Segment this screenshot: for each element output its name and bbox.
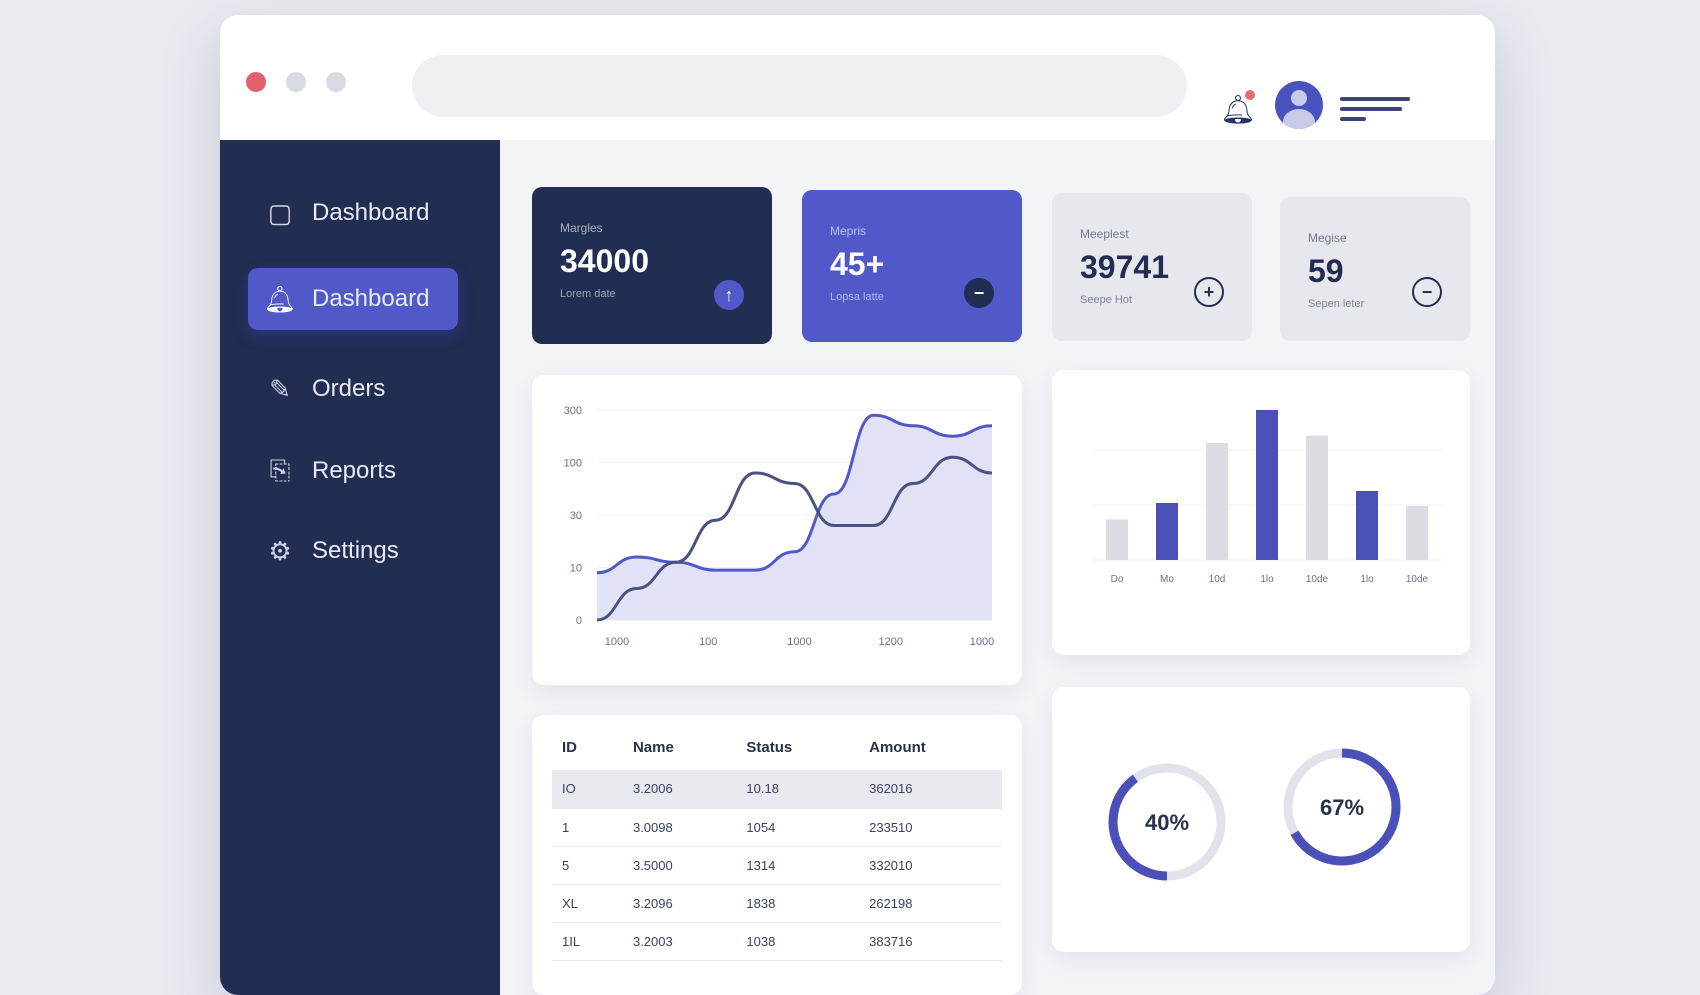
table-cell: 332010	[859, 846, 1002, 885]
table-cell: XL	[552, 884, 623, 923]
x-tick-label: 10de	[1406, 574, 1429, 585]
orders-table-panel: ID Name Status Amount IO 3.2006 10.18 362016 1 3.…	[532, 715, 1022, 995]
stat-card: Margles 34000 Lorem date ↑	[532, 187, 772, 344]
table-cell: 383716	[859, 922, 1002, 961]
column-header[interactable]: Name	[632, 739, 674, 756]
table-cell: 3.0098	[622, 808, 737, 847]
x-tick-label: Do	[1111, 574, 1124, 585]
plus-icon[interactable]: +	[1194, 277, 1224, 307]
table-cell: 3.2006	[622, 770, 737, 809]
table-row[interactable]: 1IL 3.2003 1038 383716	[552, 922, 1002, 961]
table-cell: 5	[552, 846, 623, 885]
y-tick-label: 0	[576, 615, 582, 627]
sidebar-item-dashboard-active[interactable]: 🔔︎ Dashboard	[248, 268, 458, 330]
table-cell: 3.2096	[622, 884, 737, 923]
column-header[interactable]: ID	[562, 739, 577, 756]
column-header[interactable]: Status	[746, 739, 793, 756]
x-tick-label: Mo	[1160, 574, 1174, 585]
series-line	[596, 413, 993, 575]
stat-card: Mepris 45+ Lopsa latte −	[802, 190, 1022, 342]
bar-chart: Do Mo 10d 1lo 10de 1lo 10de	[1092, 410, 1442, 585]
table-cell: 3.2003	[622, 922, 737, 961]
x-tick-label: 1200	[879, 636, 903, 648]
square-icon: ▢	[267, 197, 293, 228]
minus-icon[interactable]: −	[964, 278, 994, 308]
browser-window: 🔔︎ ▢ Dashboard 🔔︎ Dashboard ✎ Orders ⎘ Repor…	[220, 15, 1495, 995]
table-cell: IO	[552, 770, 623, 809]
sidebar-item-settings[interactable]: ⚙ Settings	[248, 520, 458, 582]
table-cell: 233510	[859, 808, 1002, 847]
sidebar-item-reports[interactable]: ⎘ Reports	[248, 440, 458, 502]
x-tick-label: 100	[699, 636, 717, 648]
report-icon: ⎘	[269, 455, 291, 485]
table-cell: 362016	[859, 770, 1002, 809]
gear-icon: ⚙	[268, 535, 292, 566]
stat-card: Meeplest 39741 Seepe Hot +	[1052, 193, 1252, 341]
x-tick-label: 1000	[970, 636, 994, 648]
table-cell: 1038	[736, 922, 860, 961]
x-tick-label: 10d	[1209, 574, 1226, 585]
donut-progress	[1108, 763, 1226, 881]
table-cell: 1838	[736, 884, 860, 923]
sidebar-item-dashboard[interactable]: ▢ Dashboard	[248, 182, 458, 244]
x-tick-label: 1000	[605, 636, 629, 648]
y-tick-label: 10	[570, 563, 582, 575]
minus-icon[interactable]: −	[1412, 277, 1442, 307]
table-row[interactable]: XL 3.2096 1838 262198	[552, 884, 1002, 923]
notification-badge	[1245, 90, 1255, 100]
donut-progress	[1283, 748, 1401, 866]
avatar[interactable]	[1275, 81, 1323, 129]
table-cell: 1	[552, 808, 623, 847]
sidebar: ▢ Dashboard 🔔︎ Dashboard ✎ Orders ⎘ Reports …	[220, 140, 500, 995]
table-cell: 10.18	[736, 770, 860, 809]
bar	[1406, 506, 1428, 560]
area-fill	[597, 415, 992, 620]
x-tick-label: 1lo	[1260, 574, 1274, 585]
donut-charts: 40% 67%	[1108, 748, 1401, 881]
close-window-dot[interactable]	[246, 72, 266, 92]
table-row[interactable]: 5 3.5000 1314 332010	[552, 846, 1002, 885]
bar	[1256, 410, 1278, 560]
bar	[1206, 443, 1228, 560]
x-tick-label: 1lo	[1360, 574, 1374, 585]
table-cell: 1314	[736, 846, 860, 885]
search-bar[interactable]	[412, 55, 1187, 117]
minimize-window-dot[interactable]	[286, 72, 306, 92]
donut-label: 67%	[1320, 795, 1364, 820]
bar	[1356, 491, 1378, 560]
bar-chart-panel: Do Mo 10d 1lo 10de 1lo 10de	[1052, 370, 1470, 655]
arrow-up-icon[interactable]: ↑	[714, 280, 744, 310]
line-chart-panel: 300 100 30 10 0 1000 100 1000 1200 1000	[532, 375, 1022, 685]
series-line	[596, 455, 993, 622]
table-cell: 1IL	[552, 922, 623, 961]
x-tick-label: 1000	[787, 636, 811, 648]
maximize-window-dot[interactable]	[326, 72, 346, 92]
x-tick-label: 10de	[1306, 574, 1329, 585]
table-cell: 3.5000	[622, 846, 737, 885]
y-tick-label: 100	[564, 458, 582, 470]
table-row[interactable]: IO 3.2006 10.18 362016	[552, 770, 1002, 809]
table-cell: 1054	[736, 808, 860, 847]
column-header[interactable]: Amount	[869, 739, 926, 756]
table-cell: 262198	[859, 884, 1002, 923]
top-bar: 🔔︎	[220, 15, 1495, 140]
pencil-icon: ✎	[269, 373, 291, 404]
sidebar-item-orders[interactable]: ✎ Orders	[248, 358, 458, 420]
bell-icon: 🔔︎	[263, 283, 297, 314]
bar	[1106, 519, 1128, 560]
bar	[1306, 435, 1328, 560]
table-row[interactable]: 1 3.0098 1054 233510	[552, 808, 1002, 847]
donut-label: 40%	[1145, 810, 1189, 835]
orders-table: ID Name Status Amount IO 3.2006 10.18 362016 1 3.…	[552, 725, 1002, 961]
progress-panel: 40% 67%	[1052, 687, 1470, 952]
stat-card: Megise 59 Sepen leter −	[1280, 197, 1470, 341]
hamburger-menu-icon[interactable]	[1340, 97, 1410, 127]
y-tick-label: 300	[564, 405, 582, 417]
bar	[1156, 503, 1178, 560]
y-tick-label: 30	[570, 510, 582, 522]
